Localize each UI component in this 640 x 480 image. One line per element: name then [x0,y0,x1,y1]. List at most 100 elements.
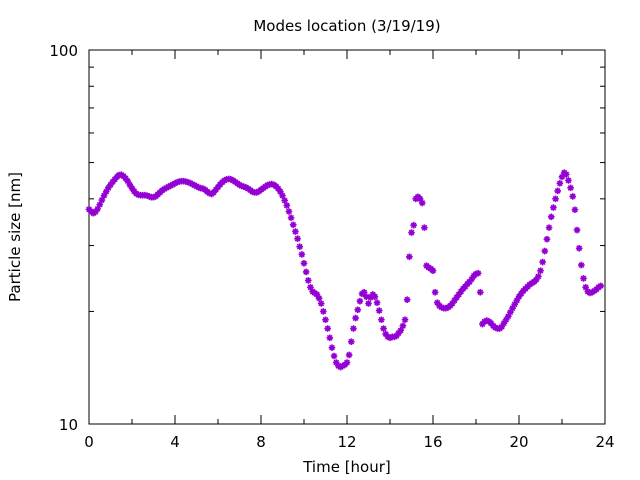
data-point [550,204,557,211]
data-point [128,184,136,192]
data-point [373,299,381,307]
data-point [320,308,327,315]
y-tick-label: 10 [59,416,78,434]
data-point [451,297,458,304]
data-point [322,316,329,324]
data-point [102,188,110,195]
data-point [492,324,499,331]
data-point [543,235,551,243]
data-point [558,173,566,181]
data-point [145,193,153,200]
data-point [421,224,428,231]
data-point [498,323,506,331]
data-point [210,189,217,196]
data-point [455,291,463,298]
data-point [292,228,299,235]
data-point [348,338,355,345]
data-point [352,314,359,322]
data-point [378,316,385,324]
data-point [575,244,583,252]
data-point [582,284,589,291]
data-point [552,195,559,203]
data-point [571,206,579,214]
data-point [212,186,220,194]
data-point [109,178,116,186]
data-point [565,177,572,184]
data-point [350,325,357,332]
data-point [354,306,362,314]
data-point [401,316,409,324]
data-point [416,195,424,203]
data-point [468,275,475,283]
data-point [360,288,368,296]
data-point [500,319,508,327]
plot-frame [88,49,606,425]
data-point [277,188,284,195]
data-point [285,208,293,215]
data-point [479,320,486,328]
data-point [330,352,338,360]
data-point [509,304,516,312]
data-point [96,201,104,208]
data-point [345,351,353,359]
data-point [356,297,364,305]
data-point [395,329,402,337]
data-point [315,294,323,302]
data-point [449,300,456,307]
data-point [403,296,411,303]
data-point [296,243,303,250]
data-point [126,181,134,189]
data-point [289,221,297,229]
data-point [94,205,101,213]
data-point [371,293,379,300]
data-point [100,192,108,199]
data-point [124,177,131,185]
data-point [399,322,407,330]
data-point [343,359,351,366]
x-tick-label: 24 [595,433,614,451]
data-point [274,185,282,192]
data-point [98,196,106,204]
data-point [483,317,491,324]
data-point [535,273,542,280]
data-point [375,307,383,314]
data-point [384,333,392,341]
data-point [302,268,310,276]
y-tick-label: 100 [49,42,78,60]
data-point [481,318,488,325]
data-point [477,288,484,296]
data-point [92,208,99,216]
data-point [328,344,336,351]
data-point [578,261,585,269]
data-point [380,325,387,332]
data-point [122,174,129,182]
data-point [418,199,426,207]
data-point [507,308,514,316]
data-point [298,251,306,258]
data-point [580,275,587,282]
data-point [453,294,460,301]
data-point [150,193,157,201]
data-point [556,180,564,187]
data-point [573,226,581,234]
data-point [281,197,288,204]
data-point [517,290,525,298]
data-point [461,283,469,290]
data-point [365,300,372,307]
x-tick-label: 8 [256,433,266,451]
data-point [294,235,301,242]
x-tick-label: 0 [84,433,94,451]
data-point [363,293,370,300]
data-point [410,221,417,229]
data-point [386,334,394,342]
data-point [313,291,321,298]
data-point [382,330,389,338]
data-point [504,313,512,320]
y-axis: 10 100 [49,42,605,434]
data-point [532,276,540,284]
data-point [431,288,439,296]
data-point [434,299,441,307]
data-point [332,359,340,366]
data-point [567,184,574,192]
